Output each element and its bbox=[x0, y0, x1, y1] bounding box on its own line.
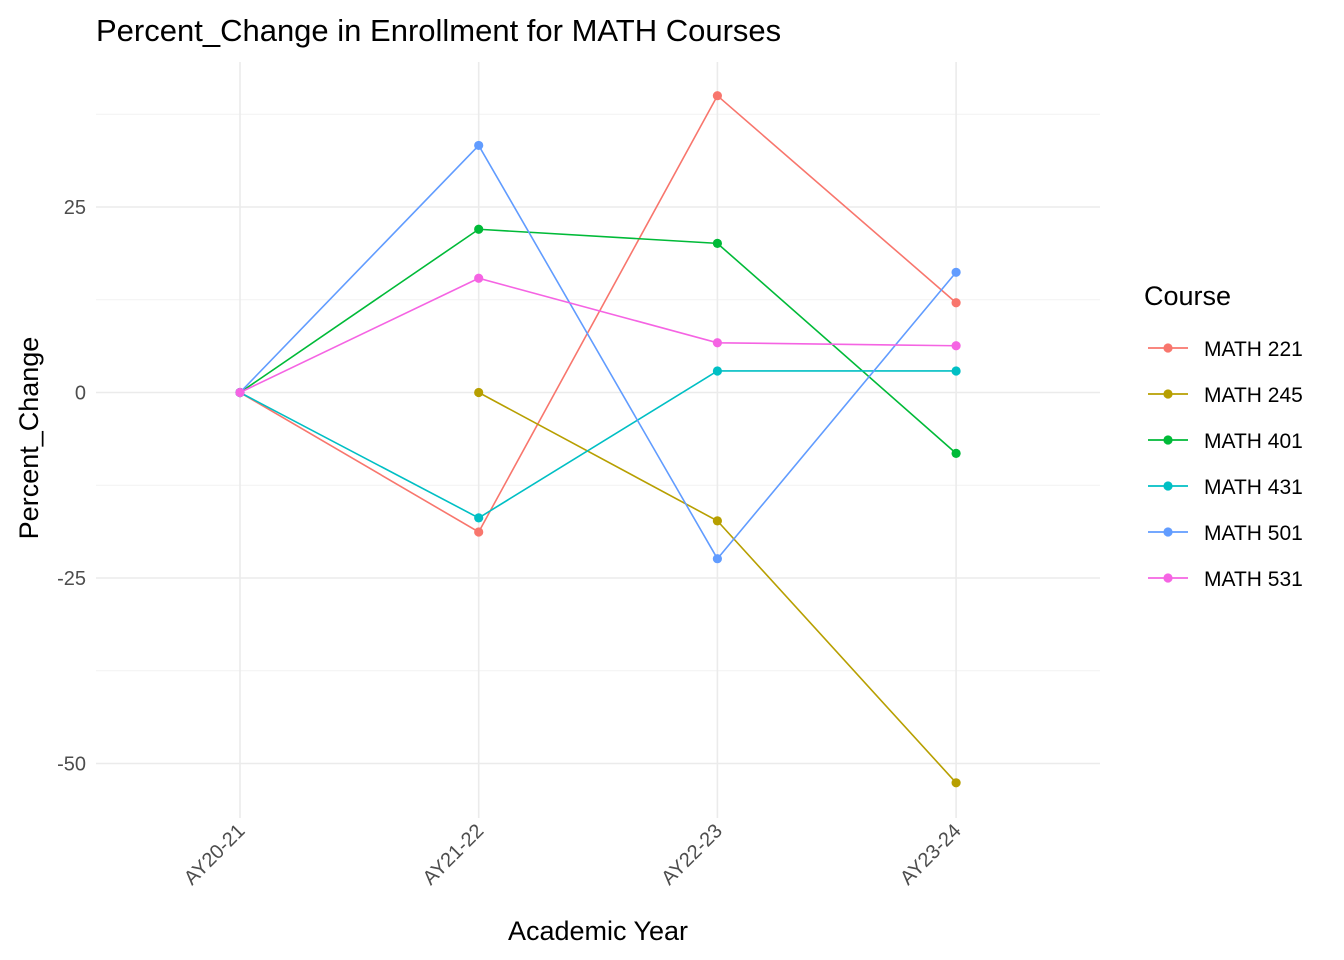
y-tick-label: 25 bbox=[64, 197, 86, 219]
data-point bbox=[951, 778, 961, 788]
y-tick-label: -50 bbox=[57, 754, 86, 776]
legend-label: MATH 245 bbox=[1204, 384, 1303, 407]
legend-label: MATH 531 bbox=[1204, 568, 1303, 591]
data-point bbox=[474, 527, 484, 537]
legend-key-point bbox=[1163, 481, 1173, 491]
legend-item: MATH 501 bbox=[1148, 522, 1303, 545]
legend-key-point bbox=[1163, 527, 1173, 537]
x-tick-label: AY23-24 bbox=[896, 820, 966, 890]
data-point bbox=[712, 516, 723, 526]
data-point bbox=[474, 513, 484, 523]
legend: Course MATH 221 MATH 245 MATH 401 MATH 431 M… bbox=[1144, 281, 1303, 591]
data-point bbox=[712, 338, 723, 348]
y-tick-label: -25 bbox=[57, 568, 86, 590]
data-point bbox=[474, 224, 484, 234]
data-point bbox=[712, 554, 723, 564]
legend-key-point bbox=[1163, 435, 1173, 445]
series-layer bbox=[235, 91, 961, 788]
legend-item: MATH 221 bbox=[1148, 338, 1303, 361]
legend-item: MATH 245 bbox=[1148, 384, 1303, 407]
series-math-401 bbox=[235, 224, 961, 458]
legend-item: MATH 401 bbox=[1148, 430, 1303, 453]
series-line bbox=[239, 370, 957, 519]
legend-key-point bbox=[1163, 389, 1173, 399]
data-point bbox=[235, 387, 245, 398]
legend-key-point bbox=[1163, 573, 1173, 583]
data-point bbox=[951, 341, 961, 351]
series-math-531 bbox=[235, 273, 961, 398]
y-tick-label: 0 bbox=[75, 383, 86, 405]
legend-label: MATH 431 bbox=[1204, 476, 1303, 499]
series-line bbox=[239, 144, 957, 561]
data-point bbox=[712, 91, 723, 101]
legend-key-point bbox=[1163, 343, 1173, 353]
y-axis-title: Percent_Change bbox=[14, 337, 44, 540]
y-tick-labels: -50 -25 0 25 bbox=[57, 197, 86, 776]
series-math-245 bbox=[474, 387, 961, 788]
data-point bbox=[951, 448, 961, 458]
data-point bbox=[474, 140, 484, 151]
series-line bbox=[239, 277, 957, 394]
series-math-431 bbox=[235, 366, 961, 523]
chart-title: Percent_Change in Enrollment for MATH Co… bbox=[96, 13, 781, 48]
data-point bbox=[474, 273, 484, 283]
series-math-501 bbox=[235, 140, 961, 564]
data-point bbox=[951, 298, 961, 308]
data-point bbox=[951, 267, 961, 277]
legend-item: MATH 431 bbox=[1148, 476, 1303, 499]
series-line bbox=[239, 94, 957, 534]
series-line bbox=[239, 228, 957, 454]
legend-item: MATH 531 bbox=[1148, 568, 1303, 591]
legend-title: Course bbox=[1144, 281, 1231, 311]
x-axis-title: Academic Year bbox=[508, 916, 688, 946]
data-point bbox=[712, 238, 723, 248]
x-tick-label: AY20-21 bbox=[180, 820, 250, 890]
x-tick-label: AY22-23 bbox=[657, 820, 727, 890]
x-tick-labels: AY20-21 AY21-22 AY22-23 AY23-24 bbox=[180, 820, 966, 890]
legend-label: MATH 401 bbox=[1204, 430, 1303, 453]
data-point bbox=[474, 387, 484, 398]
series-math-221 bbox=[235, 91, 961, 537]
data-point bbox=[951, 366, 961, 376]
legend-label: MATH 221 bbox=[1204, 338, 1303, 361]
legend-label: MATH 501 bbox=[1204, 522, 1303, 545]
x-tick-label: AY21-22 bbox=[419, 820, 489, 890]
grid bbox=[96, 62, 1100, 818]
data-point bbox=[712, 366, 723, 376]
